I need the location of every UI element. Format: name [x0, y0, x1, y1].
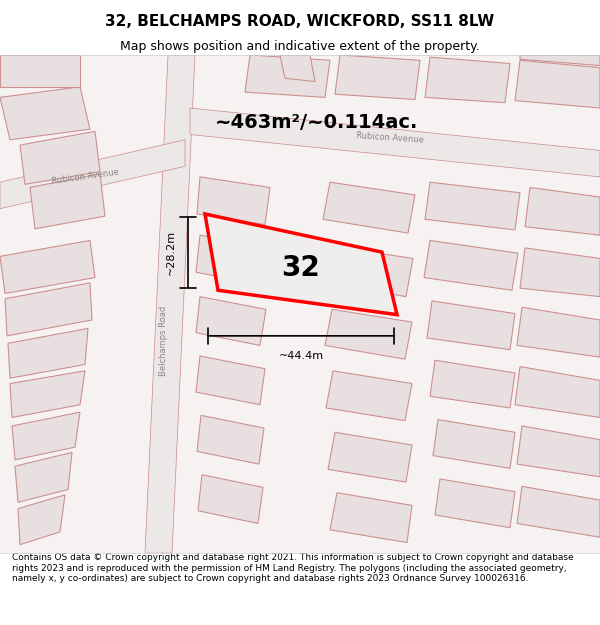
Polygon shape — [245, 55, 330, 98]
Polygon shape — [433, 419, 515, 468]
Text: Rubicon Avenue: Rubicon Avenue — [356, 131, 424, 144]
Polygon shape — [190, 108, 600, 177]
Text: Belchamps Road: Belchamps Road — [158, 306, 167, 376]
Text: 32, BELCHAMPS ROAD, WICKFORD, SS11 8LW: 32, BELCHAMPS ROAD, WICKFORD, SS11 8LW — [106, 14, 494, 29]
Polygon shape — [520, 248, 600, 297]
Polygon shape — [196, 297, 266, 346]
Polygon shape — [323, 182, 415, 233]
Polygon shape — [330, 492, 412, 542]
Polygon shape — [12, 412, 80, 460]
Text: Map shows position and indicative extent of the property.: Map shows position and indicative extent… — [120, 39, 480, 52]
Polygon shape — [435, 479, 515, 528]
Polygon shape — [196, 235, 268, 285]
Text: Rubicon Avenue: Rubicon Avenue — [51, 168, 119, 186]
Polygon shape — [515, 367, 600, 418]
Polygon shape — [520, 55, 600, 66]
Polygon shape — [323, 246, 413, 297]
Polygon shape — [15, 452, 72, 503]
Polygon shape — [425, 182, 520, 230]
Polygon shape — [197, 416, 264, 464]
Polygon shape — [335, 55, 420, 99]
Polygon shape — [10, 371, 85, 418]
Polygon shape — [430, 360, 515, 408]
Polygon shape — [525, 188, 600, 235]
Text: ~463m²/~0.114ac.: ~463m²/~0.114ac. — [215, 113, 418, 132]
Polygon shape — [145, 55, 195, 553]
Polygon shape — [0, 241, 95, 294]
Polygon shape — [196, 356, 265, 405]
Polygon shape — [325, 309, 412, 359]
Text: ~28.2m: ~28.2m — [166, 229, 176, 275]
Polygon shape — [328, 432, 412, 482]
Polygon shape — [5, 283, 92, 336]
Polygon shape — [198, 475, 263, 524]
Polygon shape — [20, 131, 100, 184]
Polygon shape — [425, 57, 510, 102]
Polygon shape — [8, 329, 88, 378]
Polygon shape — [0, 55, 80, 87]
Polygon shape — [280, 55, 315, 81]
Polygon shape — [515, 60, 600, 108]
Polygon shape — [205, 214, 397, 314]
Polygon shape — [517, 308, 600, 357]
Polygon shape — [197, 177, 270, 224]
Polygon shape — [30, 174, 105, 229]
Polygon shape — [517, 426, 600, 477]
Polygon shape — [0, 87, 90, 140]
Polygon shape — [18, 495, 65, 544]
Text: Contains OS data © Crown copyright and database right 2021. This information is : Contains OS data © Crown copyright and d… — [12, 553, 574, 583]
Polygon shape — [517, 486, 600, 538]
Polygon shape — [427, 301, 515, 349]
Polygon shape — [0, 140, 185, 209]
Polygon shape — [424, 241, 518, 290]
Text: 32: 32 — [281, 254, 320, 282]
Text: ~44.4m: ~44.4m — [278, 351, 323, 361]
Polygon shape — [326, 371, 412, 421]
